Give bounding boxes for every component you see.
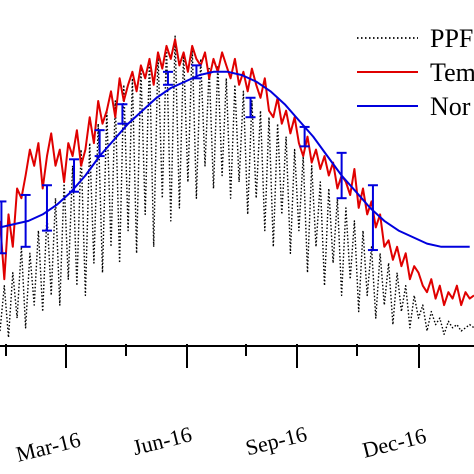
error-bar <box>0 200 7 255</box>
series-line-normal <box>0 70 470 248</box>
error-bar <box>20 193 31 248</box>
error-bar <box>336 151 347 200</box>
series-layer <box>0 35 474 339</box>
series-line-temperature <box>0 38 474 307</box>
error-bars <box>0 64 378 255</box>
error-bar <box>94 129 105 158</box>
x-tick-label-dec: Dec-16 <box>360 423 429 463</box>
x-tick-label-jun: Jun-16 <box>130 421 194 460</box>
x-tick-labels: Mar-16 Jun-16 Sep-16 Dec-16 <box>13 421 428 467</box>
axis-ticks <box>5 344 420 368</box>
legend-label-normal: Nor <box>430 92 471 121</box>
error-bar <box>41 184 52 232</box>
error-bar <box>117 103 128 125</box>
error-bar <box>162 70 173 86</box>
x-tick-label-sep: Sep-16 <box>243 421 310 460</box>
error-bar <box>69 158 80 193</box>
error-bar <box>299 125 310 148</box>
series-line-ppfd <box>0 35 474 339</box>
legend: PPF Tem Nor <box>345 16 474 128</box>
x-tick-label-mar: Mar-16 <box>13 427 83 467</box>
legend-label-ppfd: PPF <box>430 24 473 53</box>
legend-label-temperature: Tem <box>430 58 474 87</box>
error-bar <box>191 64 202 80</box>
error-bar <box>245 96 256 119</box>
error-bar <box>367 184 378 252</box>
